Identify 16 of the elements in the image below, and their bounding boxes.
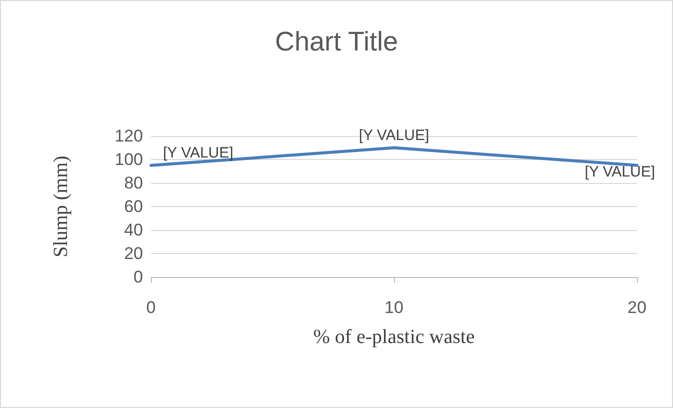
y-tick-label: 120 <box>114 126 143 146</box>
y-tick-label: 0 <box>134 268 143 286</box>
x-tick-label: 10 <box>384 298 404 317</box>
y-tick-label: 40 <box>124 220 143 240</box>
x-axis-title: % of e-plastic waste <box>313 326 475 348</box>
data-label: [Y VALUE] <box>358 126 430 144</box>
x-tick-label: 20 <box>628 298 646 317</box>
chart-title: Chart Title <box>274 26 398 56</box>
y-axis-title: Slump (mm) <box>50 156 72 258</box>
y-tick-label: 100 <box>114 150 143 169</box>
y-tick-label: 80 <box>124 174 143 192</box>
y-tick-label: 20 <box>124 244 143 263</box>
data-label: [Y VALUE] <box>584 163 655 180</box>
y-tick-label: 60 <box>124 197 143 216</box>
x-tick-label: 0 <box>146 298 156 317</box>
data-label: [Y VALUE] <box>163 144 234 162</box>
